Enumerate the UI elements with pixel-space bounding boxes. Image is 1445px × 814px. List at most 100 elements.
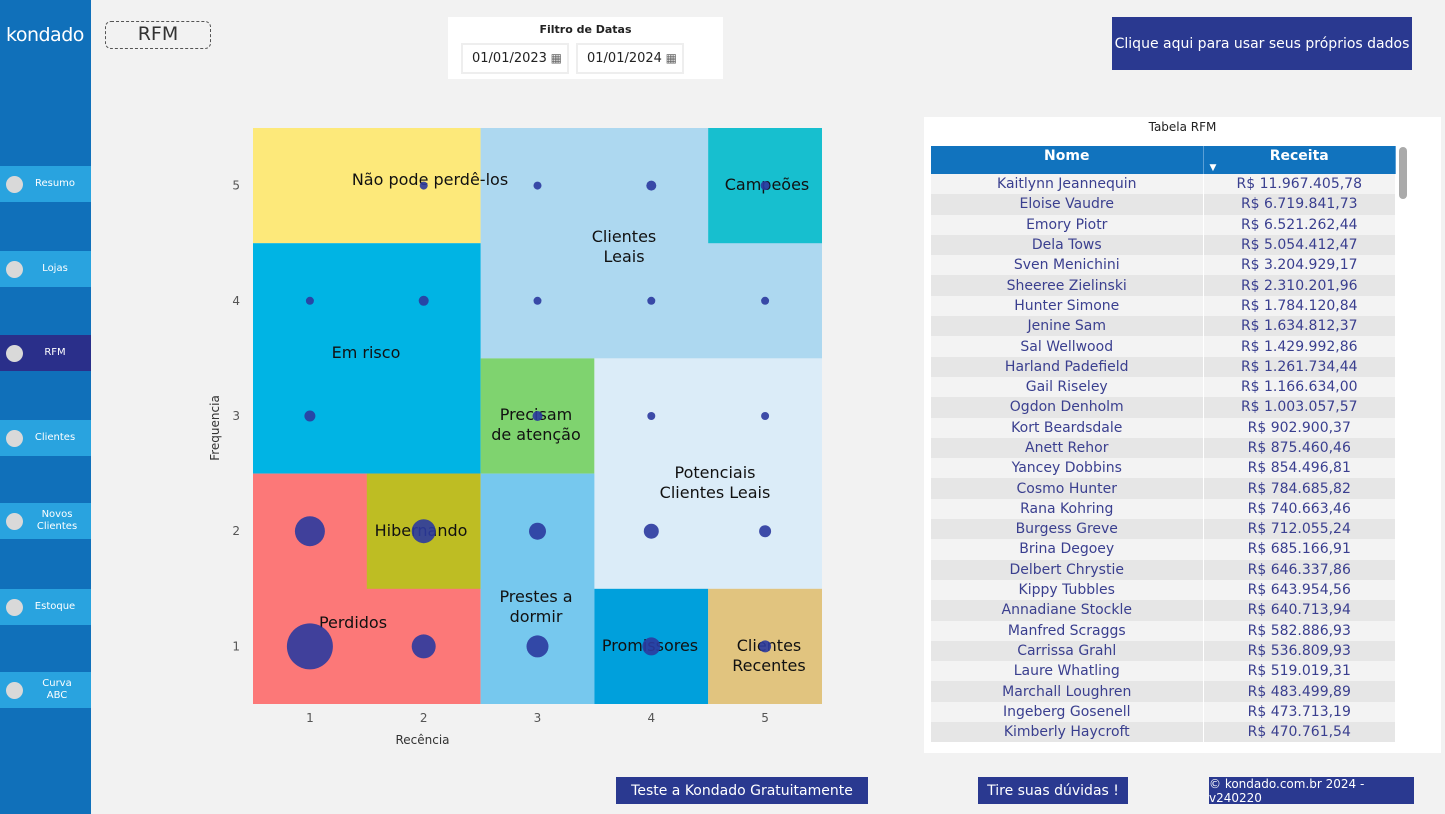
page-title: RFM [105, 21, 211, 49]
bubble-point [533, 296, 542, 305]
table-row[interactable]: Gail Riseley R$ 1.166.634,00 [931, 376, 1396, 398]
bubble-point [419, 181, 428, 190]
receita-cell: R$ 2.310.201,96 [1203, 275, 1396, 296]
receita-cell: R$ 1.634.812,37 [1203, 316, 1396, 337]
segment-label: Prestes a dormir [499, 587, 572, 626]
circle-icon [6, 598, 23, 616]
copyright-badge[interactable]: © kondado.com.br 2024 - v240220 [1209, 777, 1414, 805]
table-title: Tabela RFM [1148, 120, 1217, 134]
circle-icon [6, 260, 23, 278]
table-row[interactable]: Marchall Loughren R$ 483.499,89 [931, 681, 1396, 702]
circle-icon [6, 344, 23, 362]
table-row[interactable]: Kimberly Haycroft R$ 470.761,54 [931, 722, 1396, 743]
bubble-point [760, 181, 770, 191]
receita-cell: R$ 11.967.405,78 [1203, 174, 1396, 195]
table-row[interactable]: Emory Piotr R$ 6.521.262,44 [931, 214, 1396, 235]
column-header-nome[interactable]: Nome [931, 146, 1204, 174]
table-row[interactable]: Annadiane Stockle R$ 640.713,94 [931, 600, 1396, 621]
table-row[interactable]: Sven Menichini R$ 3.204.929,17 [931, 255, 1396, 276]
receita-cell: R$ 1.003.057,57 [1203, 397, 1396, 418]
table-row[interactable]: Kort Beardsdale R$ 902.900,37 [931, 417, 1396, 438]
nome-cell: Eloise Vaudre [931, 194, 1204, 215]
nome-cell: Delbert Chrystie [931, 559, 1204, 580]
table-row[interactable]: Kippy Tubbles R$ 643.954,56 [931, 579, 1396, 601]
nome-cell: Ingeberg Gosenell [931, 701, 1204, 723]
sidebar-item-novos-clientes[interactable]: Novos Clientes [0, 503, 91, 539]
segment-label: Potenciais Clientes Leais [660, 463, 771, 502]
receita-cell: R$ 875.460,46 [1203, 437, 1396, 459]
table-row[interactable]: Rana Kohring R$ 740.663,46 [931, 498, 1396, 520]
nome-cell: Carrissa Grahl [931, 640, 1204, 662]
bubble-point [532, 411, 543, 421]
sidebar-item-clientes[interactable]: Clientes [0, 420, 91, 456]
receita-cell: R$ 519.019,31 [1203, 661, 1396, 682]
receita-cell: R$ 640.713,94 [1203, 600, 1396, 621]
help-button[interactable]: Tire suas dúvidas ! [978, 777, 1128, 804]
table-row[interactable]: Laure Whatling R$ 519.019,31 [931, 661, 1396, 682]
bubble-point [646, 180, 657, 191]
table-row[interactable]: Kaitlynn Jeannequin R$ 11.967.405,78 [931, 174, 1396, 195]
sidebar-item-resumo[interactable]: Resumo [0, 166, 91, 202]
table-row[interactable]: Ingeberg Gosenell R$ 473.713,19 [931, 701, 1396, 723]
nome-cell: Yancey Dobbins [931, 458, 1204, 479]
y-tick-label: 4 [232, 294, 240, 308]
table-row[interactable]: Dela Tows R$ 5.054.412,47 [931, 234, 1396, 256]
table-row[interactable]: Harland Padefield R$ 1.261.734,44 [931, 356, 1396, 377]
start-date-value: 01/01/2023 [472, 51, 547, 66]
bubble-point [526, 635, 549, 658]
receita-cell: R$ 3.204.929,17 [1203, 255, 1396, 276]
use-own-data-button[interactable]: Clique aqui para usar seus próprios dado… [1112, 17, 1412, 70]
receita-cell: R$ 1.166.634,00 [1203, 376, 1396, 398]
end-date-value: 01/01/2024 [587, 51, 662, 66]
nome-cell: Ogdon Denholm [931, 397, 1204, 418]
circle-icon [6, 175, 23, 193]
start-date-input[interactable]: 01/01/2023 ▦ [461, 43, 569, 74]
table-row[interactable]: Eloise Vaudre R$ 6.719.841,73 [931, 194, 1396, 215]
table-row[interactable]: Hunter Simone R$ 1.784.120,84 [931, 295, 1396, 317]
table-row[interactable]: Sheeree Zielinski R$ 2.310.201,96 [931, 275, 1396, 296]
calendar-icon[interactable]: ▦ [665, 51, 677, 65]
calendar-icon[interactable]: ▦ [550, 51, 562, 65]
sort-descending-icon[interactable]: ▼ [1209, 163, 1217, 173]
sidebar-item-curva-abc[interactable]: Curva ABC [0, 672, 91, 708]
bubble-point [647, 412, 656, 420]
sidebar-item-lojas[interactable]: Lojas [0, 251, 91, 287]
table-row[interactable]: Cosmo Hunter R$ 784.685,82 [931, 478, 1396, 499]
nome-cell: Brina Degoey [931, 539, 1204, 560]
circle-icon [6, 512, 23, 530]
nome-cell: Kippy Tubbles [931, 579, 1204, 601]
circle-icon [6, 681, 23, 699]
date-filter: Filtro de Datas 01/01/2023 ▦ 01/01/2024 ▦ [448, 17, 723, 79]
bubble-point [418, 295, 429, 306]
sidebar-item-estoque[interactable]: Estoque [0, 589, 91, 625]
bubble-point [304, 410, 316, 422]
table-row[interactable]: Ogdon Denholm R$ 1.003.057,57 [931, 397, 1396, 418]
table-row[interactable]: Sal Wellwood R$ 1.429.992,86 [931, 336, 1396, 357]
nome-cell: Annadiane Stockle [931, 600, 1204, 621]
bubble-point [411, 519, 436, 544]
sidebar-item-rfm[interactable]: RFM [0, 335, 91, 371]
segment-label: Clientes Leais [592, 227, 657, 266]
bubble-point [286, 623, 333, 670]
bubble-point [643, 523, 659, 539]
receita-cell: R$ 483.499,89 [1203, 681, 1396, 702]
receita-header-label: Receita [1269, 148, 1329, 164]
kondado-logo: kondado [6, 24, 84, 46]
y-tick-label: 1 [232, 639, 240, 653]
table-row[interactable]: Brina Degoey R$ 685.166,91 [931, 539, 1396, 560]
table-row[interactable]: Jenine Sam R$ 1.634.812,37 [931, 316, 1396, 337]
y-tick-label: 2 [232, 524, 240, 538]
segment-em-risco [253, 243, 481, 474]
nome-cell: Sven Menichini [931, 255, 1204, 276]
table-row[interactable]: Burgess Greve R$ 712.055,24 [931, 519, 1396, 540]
table-row[interactable]: Anett Rehor R$ 875.460,46 [931, 437, 1396, 459]
free-trial-button[interactable]: Teste a Kondado Gratuitamente [616, 777, 868, 804]
table-row[interactable]: Delbert Chrystie R$ 646.337,86 [931, 559, 1396, 580]
filter-title: Filtro de Datas [539, 23, 632, 36]
table-row[interactable]: Yancey Dobbins R$ 854.496,81 [931, 458, 1396, 479]
table-row[interactable]: Manfred Scraggs R$ 582.886,93 [931, 620, 1396, 641]
column-header-receita[interactable]: Receita ▼ [1203, 146, 1396, 174]
table-row[interactable]: Carrissa Grahl R$ 536.809,93 [931, 640, 1396, 662]
table-scrollbar[interactable] [1399, 147, 1407, 199]
end-date-input[interactable]: 01/01/2024 ▦ [576, 43, 684, 74]
